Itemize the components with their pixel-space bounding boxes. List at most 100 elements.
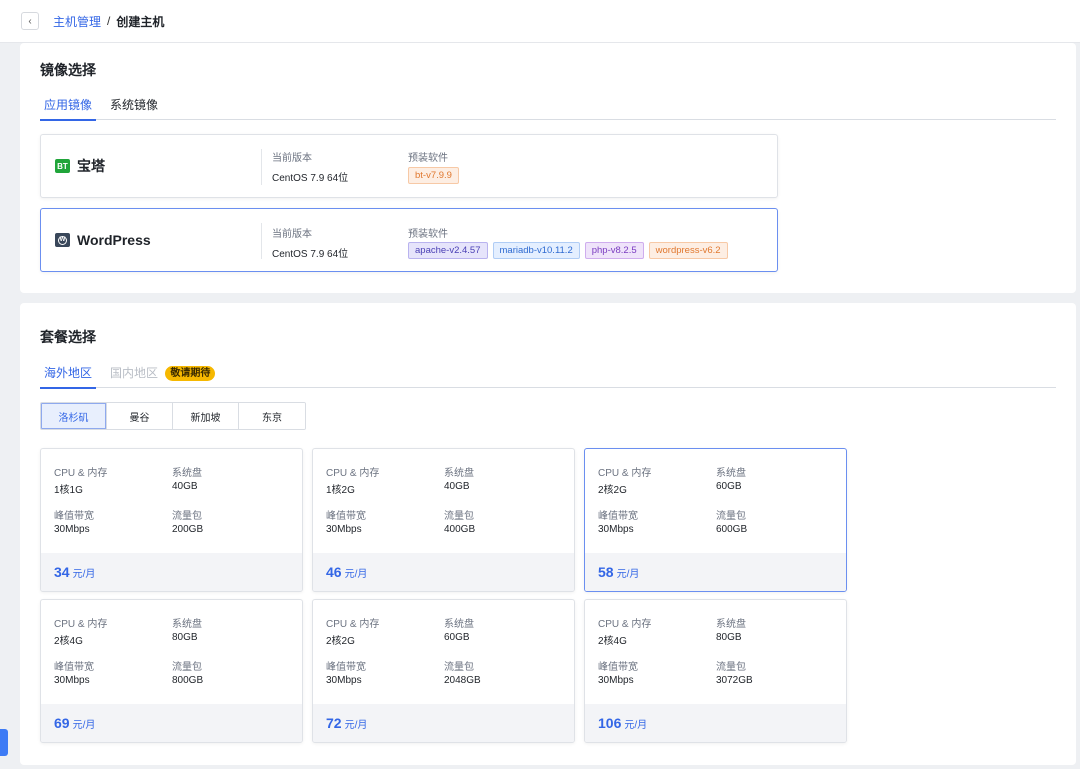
plan-tabs: 海外地区 国内地区 敬请期待 xyxy=(40,366,1056,389)
traffic-label: 流量包 xyxy=(172,511,202,522)
plan-card[interactable]: CPU & 内存 1核1G 系统盘 40GB 峰值带宽 30Mbps 流量包 200GB 34 元… xyxy=(40,448,303,592)
plan-card[interactable]: CPU & 内存 2核4G 系统盘 80GB 峰值带宽 30Mbps 流量包 3072GB 10… xyxy=(584,599,847,743)
bandwidth-value: 30Mbps xyxy=(54,524,90,535)
software-tag: bt-v7.9.9 xyxy=(408,167,459,184)
software-tags: bt-v7.9.9 xyxy=(408,167,464,184)
disk-value: 80GB xyxy=(716,632,742,643)
breadcrumb: 主机管理 / 创建主机 xyxy=(53,13,164,30)
disk-label: 系统盘 xyxy=(716,619,746,630)
cpu-label: CPU & 内存 xyxy=(54,619,108,630)
tab-app-image[interactable]: 应用镜像 xyxy=(40,98,97,121)
tab-domestic-label: 国内地区 xyxy=(110,366,159,380)
bandwidth-label: 峰值带宽 xyxy=(598,511,638,522)
price-unit: 元/月 xyxy=(616,568,640,580)
traffic-value: 2048GB xyxy=(444,675,481,686)
bandwidth-value: 30Mbps xyxy=(54,675,90,686)
divider xyxy=(261,223,262,259)
disk-value: 60GB xyxy=(716,481,742,492)
cpu-label: CPU & 内存 xyxy=(54,468,108,479)
app-name: BT 宝塔 xyxy=(55,135,105,197)
version-value: CentOS 7.9 64位 xyxy=(272,249,349,260)
tab-domestic: 国内地区 敬请期待 xyxy=(106,366,219,388)
price-value: 46 xyxy=(326,564,342,580)
image-section-title: 镜像选择 xyxy=(40,62,96,78)
software-label: 预装软件 xyxy=(408,229,448,240)
coming-soon-badge: 敬请期待 xyxy=(165,366,216,381)
bandwidth-value: 30Mbps xyxy=(326,675,362,686)
cpu-value: 2核2G xyxy=(598,485,627,496)
bandwidth-value: 30Mbps xyxy=(326,524,362,535)
region-los-angeles[interactable]: 洛杉矶 xyxy=(41,403,107,429)
region-singapore[interactable]: 新加坡 xyxy=(173,403,239,429)
bandwidth-value: 30Mbps xyxy=(598,524,634,535)
software-tags: apache-v2.4.57 mariadb-v10.11.2 php-v8.2… xyxy=(408,242,733,259)
software-tag: wordpress-v6.2 xyxy=(648,242,728,259)
disk-label: 系统盘 xyxy=(444,468,474,479)
software-tag: mariadb-v10.11.2 xyxy=(492,242,580,259)
price-footer: 106 元/月 xyxy=(585,704,846,742)
traffic-value: 800GB xyxy=(172,675,204,686)
app-card-wordpress[interactable]: W WordPress 当前版本 CentOS 7.9 64位 预装软件 apa… xyxy=(40,208,778,272)
bandwidth-label: 峰值带宽 xyxy=(326,662,366,673)
back-button[interactable]: ‹ xyxy=(21,12,39,30)
plan-card[interactable]: CPU & 内存 2核2G 系统盘 60GB 峰值带宽 30Mbps 流量包 2048GB 72… xyxy=(312,599,575,743)
divider xyxy=(261,149,262,185)
cpu-value: 2核4G xyxy=(54,636,83,647)
software-label: 预装软件 xyxy=(408,153,448,164)
cpu-label: CPU & 内存 xyxy=(598,468,652,479)
price-value: 106 xyxy=(598,715,622,731)
software-tag: php-v8.2.5 xyxy=(584,242,644,259)
plan-card[interactable]: CPU & 内存 1核2G 系统盘 40GB 峰值带宽 30Mbps 流量包 400GB 46 元… xyxy=(312,448,575,592)
price-footer: 58 元/月 xyxy=(585,553,846,591)
traffic-label: 流量包 xyxy=(716,511,746,522)
traffic-value: 200GB xyxy=(172,524,204,535)
traffic-label: 流量包 xyxy=(444,662,474,673)
traffic-label: 流量包 xyxy=(172,662,202,673)
disk-value: 40GB xyxy=(172,481,198,492)
disk-label: 系统盘 xyxy=(172,619,202,630)
disk-value: 60GB xyxy=(444,632,470,643)
plan-selection-panel: 套餐选择 海外地区 国内地区 敬请期待 洛杉矶 曼谷 新加坡 东京 CPU & … xyxy=(20,303,1076,765)
bandwidth-label: 峰值带宽 xyxy=(54,511,94,522)
version-value: CentOS 7.9 64位 xyxy=(272,173,349,184)
plan-card[interactable]: CPU & 内存 2核4G 系统盘 80GB 峰值带宽 30Mbps 流量包 800GB 69 元… xyxy=(40,599,303,743)
cpu-label: CPU & 内存 xyxy=(326,468,380,479)
image-selection-panel: 镜像选择 应用镜像 系统镜像 BT 宝塔 当前版本 CentOS 7.9 64位… xyxy=(20,43,1076,293)
disk-value: 40GB xyxy=(444,481,470,492)
bandwidth-label: 峰值带宽 xyxy=(326,511,366,522)
price-unit: 元/月 xyxy=(624,719,648,731)
wordpress-logo-icon: W xyxy=(55,233,70,247)
price-value: 69 xyxy=(54,715,70,731)
traffic-value: 3072GB xyxy=(716,675,753,686)
traffic-label: 流量包 xyxy=(444,511,474,522)
breadcrumb-create-host: 创建主机 xyxy=(116,14,165,29)
version-label: 当前版本 xyxy=(272,229,312,240)
traffic-value: 400GB xyxy=(444,524,476,535)
cpu-value: 1核1G xyxy=(54,485,83,496)
breadcrumb-host-management[interactable]: 主机管理 xyxy=(53,14,102,29)
price-unit: 元/月 xyxy=(344,568,368,580)
cpu-value: 2核2G xyxy=(326,636,355,647)
price-footer: 34 元/月 xyxy=(41,553,302,591)
app-title: WordPress xyxy=(77,232,151,248)
side-float-tab[interactable] xyxy=(0,729,8,756)
tab-overseas[interactable]: 海外地区 xyxy=(40,366,97,389)
bandwidth-label: 峰值带宽 xyxy=(54,662,94,673)
disk-label: 系统盘 xyxy=(444,619,474,630)
traffic-label: 流量包 xyxy=(716,662,746,673)
image-tabs: 应用镜像 系统镜像 xyxy=(40,98,1056,121)
app-card-bt[interactable]: BT 宝塔 当前版本 CentOS 7.9 64位 预装软件 bt-v7.9.9 xyxy=(40,134,778,198)
disk-label: 系统盘 xyxy=(716,468,746,479)
tab-system-image[interactable]: 系统镜像 xyxy=(110,98,159,112)
region-selector: 洛杉矶 曼谷 新加坡 东京 xyxy=(40,402,306,430)
price-value: 34 xyxy=(54,564,70,580)
price-unit: 元/月 xyxy=(72,568,96,580)
price-footer: 46 元/月 xyxy=(313,553,574,591)
region-bangkok[interactable]: 曼谷 xyxy=(107,403,173,429)
plan-card[interactable]: CPU & 内存 2核2G 系统盘 60GB 峰值带宽 30Mbps 流量包 600GB 58 元… xyxy=(584,448,847,592)
price-value: 58 xyxy=(598,564,614,580)
price-unit: 元/月 xyxy=(72,719,96,731)
region-tokyo[interactable]: 东京 xyxy=(239,403,305,429)
plan-section-title: 套餐选择 xyxy=(40,329,96,345)
cpu-label: CPU & 内存 xyxy=(598,619,652,630)
